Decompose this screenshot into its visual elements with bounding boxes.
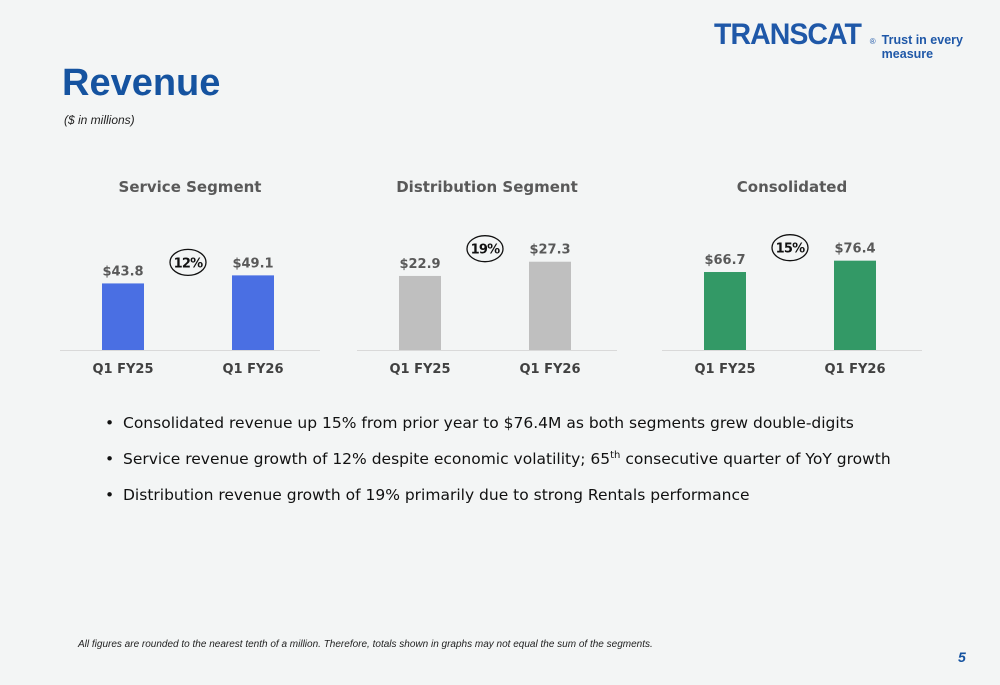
chart-svg: Distribution Segment $22.9 Q1 FY25 $27.3 Q1 … (357, 178, 617, 377)
value-label: $43.8 (102, 264, 143, 279)
bar (834, 260, 876, 350)
growth-label: 15% (776, 242, 805, 257)
chart-svg: Service Segment $43.8 Q1 FY25 $49.1 Q1 FY26 1… (60, 178, 320, 377)
logo-tagline: Trust in every measure (881, 33, 963, 61)
category-label: Q1 FY25 (389, 362, 450, 377)
category-label: Q1 FY26 (824, 362, 885, 377)
logo-registered-mark: ® (869, 37, 876, 46)
page-title: Revenue (62, 62, 221, 104)
chart-svg: Consolidated $66.7 Q1 FY25 $76.4 Q1 FY26 15% (662, 178, 922, 377)
distribution-segment-chart: Distribution Segment $22.9 Q1 FY25 $27.3 Q1 … (352, 168, 622, 388)
bullet-item: Service revenue growth of 12% despite ec… (105, 450, 891, 486)
bullet-text-part: consecutive quarter of YoY growth (620, 450, 891, 469)
chart-title: Service Segment (119, 178, 262, 196)
category-label: Q1 FY25 (92, 362, 153, 377)
growth-badge (771, 234, 809, 262)
bullet-text-part: Service revenue growth of 12% despite ec… (123, 450, 611, 469)
chart-title: Consolidated (737, 178, 847, 196)
footnote: All figures are rounded to the nearest t… (78, 639, 653, 650)
growth-label: 19% (471, 243, 500, 258)
summary-bullets: Consolidated revenue up 15% from prior y… (105, 414, 891, 522)
bullet-item: Consolidated revenue up 15% from prior y… (105, 414, 891, 450)
category-label: Q1 FY26 (222, 362, 283, 377)
logo-wordmark: TRANSCAT (714, 18, 862, 51)
bar (232, 275, 274, 350)
category-label: Q1 FY25 (694, 362, 755, 377)
page-number: 5 (958, 649, 966, 665)
page-subtitle: ($ in millions) (64, 113, 135, 127)
growth-label: 12% (174, 256, 203, 271)
bullet-item: Distribution revenue growth of 19% prima… (105, 486, 891, 522)
value-label: $22.9 (399, 257, 440, 272)
growth-badge (466, 235, 504, 263)
bullet-text: Consolidated revenue up 15% from prior y… (123, 414, 854, 432)
bar (102, 283, 144, 350)
consolidated-chart: Consolidated $66.7 Q1 FY25 $76.4 Q1 FY26 15% (657, 168, 927, 388)
value-label: $49.1 (232, 256, 273, 271)
value-label: $66.7 (704, 253, 745, 268)
bar (529, 261, 571, 350)
service-segment-chart: Service Segment $43.8 Q1 FY25 $49.1 Q1 FY26 1… (55, 168, 325, 388)
bullet-superscript: th (610, 450, 621, 461)
bar (399, 275, 441, 350)
chart-title: Distribution Segment (396, 178, 578, 196)
transcat-logo: TRANSCAT ® Trust in every measure (714, 18, 1000, 61)
value-label: $27.3 (529, 243, 570, 258)
growth-badge (169, 248, 207, 277)
bar (704, 272, 746, 350)
category-label: Q1 FY26 (519, 362, 580, 377)
bullet-text: Distribution revenue growth of 19% prima… (123, 486, 750, 504)
value-label: $76.4 (834, 242, 875, 257)
